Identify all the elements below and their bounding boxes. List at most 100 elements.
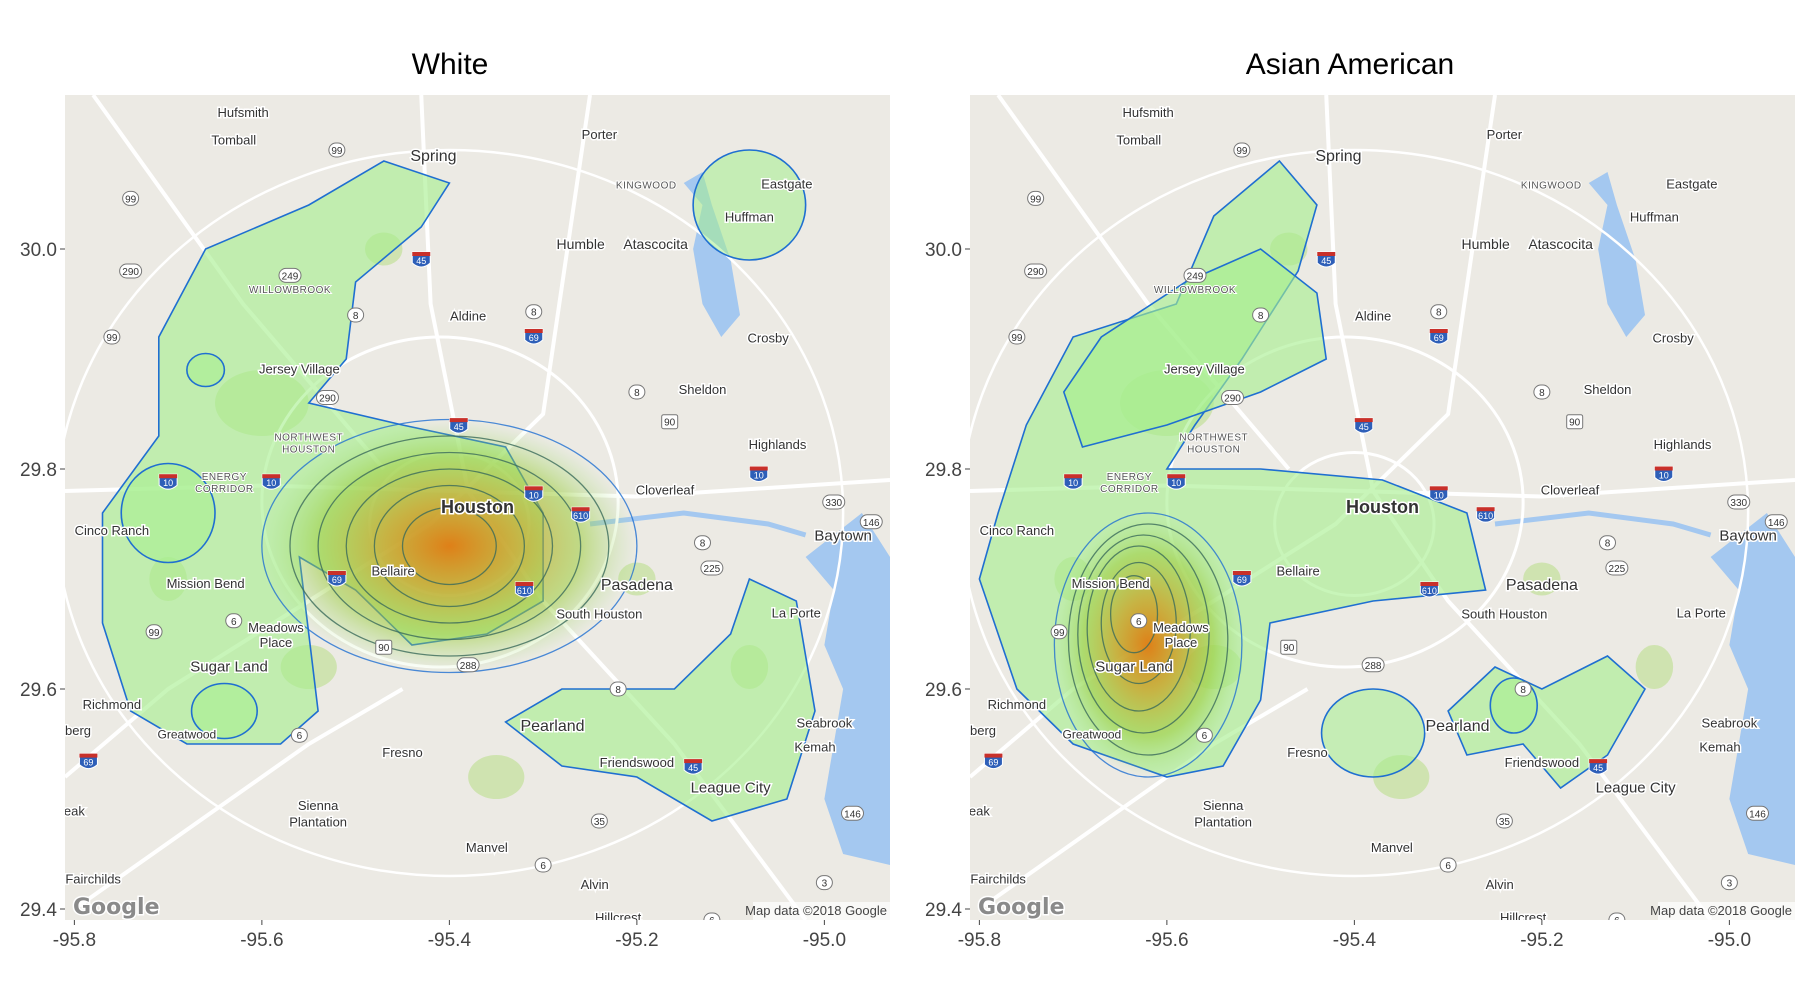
route-shield: 290 xyxy=(1221,390,1244,405)
place-label: Plantation xyxy=(1194,815,1252,830)
route-shield: 69 xyxy=(1429,328,1449,345)
shield-label: 99 xyxy=(1030,194,1042,205)
place-label: Alvin xyxy=(581,877,609,892)
place-label: Spring xyxy=(1315,148,1361,165)
shield-label: 45 xyxy=(1321,256,1331,266)
map-plot[interactable]: 99 99 290 249 8 8 99 290 8 90 330 146 8 225 6 99 90 288 8 6… xyxy=(0,0,900,1000)
place-label: Jersey Village xyxy=(259,361,340,376)
panel-title: Asian American xyxy=(1245,48,1455,81)
interstate-shield-band xyxy=(515,582,534,586)
place-label: Richmond xyxy=(83,697,142,712)
route-shield: 8 xyxy=(1252,307,1270,323)
state-route-shield-icon xyxy=(1430,304,1448,320)
us-route-shield-icon xyxy=(1280,639,1298,655)
state-route-shield-icon xyxy=(1495,813,1513,829)
place-label: Cinco Ranch xyxy=(75,523,149,538)
shield-label: 146 xyxy=(844,809,861,820)
place-label: WILLOWBROOK xyxy=(249,285,331,296)
density-contour-line xyxy=(1100,561,1177,685)
shield-label: 6 xyxy=(1614,916,1620,927)
state-route-shield-icon xyxy=(1024,263,1048,279)
shield-label: 610 xyxy=(517,586,532,596)
route-shield: 290 xyxy=(1024,263,1048,279)
shield-label: 90 xyxy=(1569,418,1581,429)
shield-label: 10 xyxy=(754,471,764,481)
place-label: Manvel xyxy=(466,840,508,855)
route-shield: 288 xyxy=(456,657,480,673)
place-label: CORRIDOR xyxy=(195,484,253,495)
basemap: 99 99 290 249 8 8 99 290 8 90 330 146 8 225 6 99 90 288 8 6… xyxy=(65,95,890,934)
place-label: Sugar Land xyxy=(190,658,268,675)
state-route-shield-icon xyxy=(119,263,143,279)
x-tick-label: -95.8 xyxy=(53,930,96,951)
shield-label: 99 xyxy=(106,333,118,344)
interstate-shield-band xyxy=(1589,759,1608,764)
route-shield: 6 xyxy=(225,613,243,629)
interstate-shield-band xyxy=(412,252,431,256)
y-tick-label: 29.6 xyxy=(925,680,962,701)
density-contour-line xyxy=(1053,512,1243,778)
route-shield: 146 xyxy=(841,805,864,821)
route-shield: 45 xyxy=(1588,758,1608,775)
interstate-shield-band xyxy=(449,418,468,423)
map-credit: Map data ©2018 Google xyxy=(1650,903,1792,918)
route-shield: 8 xyxy=(1533,384,1551,400)
place-label: CORRIDOR xyxy=(1100,484,1158,495)
density-contour-line xyxy=(1086,545,1191,712)
shield-label: 6 xyxy=(297,731,303,742)
place-label: Huffman xyxy=(1630,210,1679,225)
route-shield: 610 xyxy=(1419,581,1439,598)
state-route-shield-icon xyxy=(703,912,721,920)
state-route-shield-icon xyxy=(609,681,627,697)
x-tick-label: -95.8 xyxy=(958,930,1001,951)
place-label: Sandy Point xyxy=(339,919,409,934)
place-label: Huffman xyxy=(725,210,774,225)
galveston-bay xyxy=(805,513,890,865)
route-shield: 330 xyxy=(1727,494,1751,510)
shield-label: 146 xyxy=(1749,809,1766,820)
state-route-shield-icon xyxy=(1514,681,1532,697)
place-label: Fairchilds xyxy=(970,872,1026,887)
map-plot[interactable]: 99 99 290 249 8 8 99 290 8 90 330 146 8 225 6 99 90 288 8 6… xyxy=(900,0,1800,1000)
shield-label: 288 xyxy=(460,661,477,672)
route-shield: 8 xyxy=(628,384,646,400)
place-label: KINGWOOD xyxy=(1521,181,1582,192)
interstate-shield-band xyxy=(524,486,543,491)
interstate-shield-band xyxy=(1167,474,1186,479)
shield-label: 10 xyxy=(529,490,539,500)
route-shield: 99 xyxy=(122,190,140,206)
place-label: Place xyxy=(260,635,293,650)
highway xyxy=(73,687,404,911)
route-shield: 249 xyxy=(1183,267,1207,283)
route-shield: 69 xyxy=(983,753,1003,770)
density-overlay xyxy=(978,159,1647,790)
shield-label: 99 xyxy=(125,194,137,205)
place-label: Sienna xyxy=(298,798,339,813)
place-label: NORTHWEST xyxy=(1179,432,1248,443)
route-shield: 99 xyxy=(1008,329,1026,345)
route-shield: 10 xyxy=(1429,485,1449,502)
x-tick-label: -95.4 xyxy=(1333,930,1377,951)
route-shield: 10 xyxy=(749,466,769,482)
state-route-shield-icon xyxy=(859,514,883,530)
us-route-shield-icon xyxy=(1566,414,1584,430)
route-shield: 8 xyxy=(1430,304,1448,320)
place-label: Sheldon xyxy=(679,382,727,397)
route-shield: 69 xyxy=(524,328,544,345)
interstate-shield-band xyxy=(1429,486,1448,491)
panel-title: White xyxy=(411,48,489,81)
shield-label: 69 xyxy=(1434,333,1444,343)
state-route-shield-icon xyxy=(290,727,308,743)
density-hotspot xyxy=(261,419,637,673)
place-label: Humble xyxy=(1462,236,1510,252)
route-shield: 69 xyxy=(1232,570,1252,587)
route-shield: 146 xyxy=(1764,514,1788,530)
place-label: Eastgate xyxy=(761,177,812,192)
state-route-shield-icon xyxy=(1233,142,1251,158)
state-route-shield-icon xyxy=(316,390,339,405)
shield-label: 249 xyxy=(1187,271,1204,282)
place-label: nberg xyxy=(963,723,996,738)
shield-label: 288 xyxy=(1365,661,1382,672)
shield-label: 99 xyxy=(331,146,343,157)
shield-label: 99 xyxy=(1236,146,1248,157)
